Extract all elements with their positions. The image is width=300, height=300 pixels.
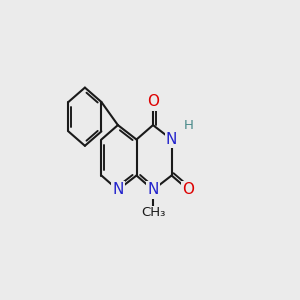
Text: N: N [112,182,124,197]
Text: O: O [147,94,159,110]
Text: N: N [147,182,159,197]
Text: N: N [166,132,177,147]
Text: H: H [184,118,193,132]
Text: CH₃: CH₃ [141,206,165,220]
Text: O: O [182,182,194,197]
